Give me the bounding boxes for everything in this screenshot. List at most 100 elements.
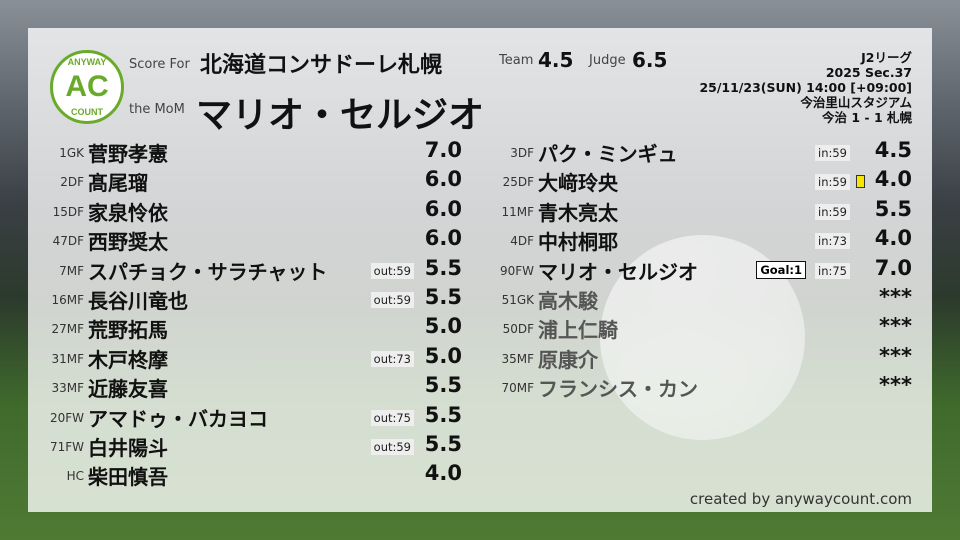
player-number-position: 27MF: [51, 322, 84, 337]
player-row: 11MF 青木亮太 5.5 in:59: [482, 197, 912, 226]
anywaycount-logo: ANYWAY AC COUNT: [50, 50, 124, 124]
player-rating: 5.5: [424, 373, 462, 398]
player-number-position: 4DF: [510, 234, 534, 249]
player-row: 25DF 大﨑玲央 4.0 in:59: [482, 167, 912, 196]
player-number-position: 11MF: [501, 204, 534, 219]
player-row: 3DF パク・ミンギュ 4.5 in:59: [482, 138, 912, 167]
player-rating: 4.0: [424, 461, 462, 486]
player-row: HC 柴田慎吾 4.0: [32, 461, 462, 490]
player-rating: 7.0: [874, 255, 912, 280]
player-number-position: 7MF: [59, 263, 84, 278]
player-name: 木戸柊摩: [88, 347, 168, 372]
player-name: 浦上仁騎: [538, 318, 618, 343]
substitution-badge: out:59: [370, 262, 414, 279]
substitution-badge: out:73: [370, 350, 414, 367]
team-label: Team: [499, 53, 534, 68]
player-name: スパチョク・サラチャット: [88, 259, 328, 284]
substitution-badge: in:59: [815, 203, 850, 220]
goal-badge: Goal:1: [756, 260, 806, 279]
player-number-position: 50DF: [502, 322, 534, 337]
player-row: 51GK 高木駿 ***: [482, 285, 912, 314]
substitution-badge: in:59: [815, 145, 850, 161]
player-rating: ***: [879, 285, 912, 309]
player-number-position: 35MF: [501, 351, 534, 366]
player-row: 27MF 荒野拓馬 5.0: [32, 314, 462, 343]
player-name: 荒野拓馬: [88, 318, 168, 343]
player-number-position: 51GK: [501, 293, 534, 307]
score-for-label: Score For: [129, 57, 190, 72]
player-name: 大﨑玲央: [538, 171, 618, 196]
player-row: 71FW 白井陽斗 5.5 out:59: [32, 432, 462, 461]
player-rating: 5.5: [424, 255, 462, 280]
player-rating: ***: [879, 343, 912, 368]
player-row: 31MF 木戸柊摩 5.0 out:73: [32, 344, 462, 373]
player-rating: 7.0: [424, 138, 462, 162]
player-row: 15DF 家泉怜依 6.0: [32, 197, 462, 226]
team-name: 北海道コンサドーレ札幌: [200, 53, 443, 78]
logo-top-text: ANYWAY: [67, 57, 107, 67]
player-rating: 5.0: [424, 343, 462, 368]
season: 2025 Sec.37: [825, 65, 912, 80]
team-score: 4.5: [538, 48, 574, 72]
player-row: 1GK 菅野孝憲 7.0: [32, 138, 462, 167]
player-row: 35MF 原康介 ***: [482, 344, 912, 373]
logo-bottom-text: COUNT: [71, 107, 103, 117]
player-number-position: 33MF: [51, 381, 84, 396]
substitution-badge: in:59: [815, 174, 850, 191]
player-name: 長谷川竜也: [88, 289, 188, 313]
player-row: 16MF 長谷川竜也 5.5 out:59: [32, 285, 462, 314]
player-number-position: 1GK: [59, 146, 84, 160]
player-number-position: HC: [66, 469, 84, 484]
player-number-position: 90FW: [499, 263, 534, 278]
substitution-badge: out:75: [370, 409, 414, 426]
player-row: 20FW アマドゥ・バカヨコ 5.5 out:75: [32, 403, 462, 432]
player-rating: 4.0: [874, 167, 912, 192]
player-name: 青木亮太: [538, 200, 618, 225]
player-name: 髙尾瑠: [88, 171, 148, 196]
player-number-position: 20FW: [49, 410, 84, 425]
player-name: 西野奨太: [88, 230, 168, 255]
judge-score: 6.5: [632, 48, 668, 72]
yellow-card-icon: [856, 175, 865, 189]
player-rating: 5.5: [874, 196, 912, 221]
player-name: フランシス・カン: [538, 377, 698, 402]
league: J2リーグ: [861, 50, 912, 65]
player-number-position: 47DF: [52, 234, 84, 249]
player-number-position: 25DF: [502, 175, 534, 190]
mom-name: マリオ・セルジオ: [196, 95, 485, 136]
player-row: 50DF 浦上仁騎 ***: [482, 314, 912, 343]
player-row: 33MF 近藤友喜 5.5: [32, 373, 462, 402]
player-name: 近藤友喜: [88, 377, 168, 402]
player-row: 90FW マリオ・セルジオ 7.0 in:75 Goal:1: [482, 256, 912, 285]
logo-ac-text: AC: [65, 70, 109, 103]
venue: 今治里山スタジアム: [800, 95, 912, 110]
player-name: 中村桐耶: [538, 230, 618, 255]
player-name: アマドゥ・バカヨコ: [88, 406, 268, 431]
player-rating: ***: [879, 314, 912, 339]
datetime: 25/11/23(SUN) 14:00 [+09:00]: [699, 80, 912, 95]
player-number-position: 15DF: [52, 204, 84, 219]
player-rating: 4.5: [874, 138, 912, 162]
player-rating: 5.5: [424, 432, 462, 456]
judge-label: Judge: [589, 53, 626, 68]
substitution-badge: out:59: [370, 292, 414, 308]
player-name: 原康介: [538, 347, 598, 372]
player-rating: 6.0: [424, 167, 462, 192]
player-number-position: 16MF: [51, 293, 84, 307]
player-row: 7MF スパチョク・サラチャット 5.5 out:59: [32, 256, 462, 285]
player-name: 家泉怜依: [88, 200, 168, 225]
player-rating: 5.5: [424, 285, 462, 309]
player-number-position: 70MF: [501, 381, 534, 396]
player-rating: 5.5: [424, 402, 462, 427]
player-name: 白井陽斗: [88, 436, 168, 460]
player-number-position: 2DF: [60, 175, 84, 190]
credit: created by anywaycount.com: [689, 490, 912, 508]
player-name: 高木駿: [538, 289, 598, 313]
player-rating: 6.0: [424, 196, 462, 221]
result: 今治 1 - 1 札幌: [822, 110, 912, 125]
player-rating: 6.0: [424, 226, 462, 251]
player-rating: 5.0: [424, 314, 462, 339]
player-row: 2DF 髙尾瑠 6.0: [32, 167, 462, 196]
player-number-position: 31MF: [51, 351, 84, 366]
player-row: 70MF フランシス・カン ***: [482, 373, 912, 402]
